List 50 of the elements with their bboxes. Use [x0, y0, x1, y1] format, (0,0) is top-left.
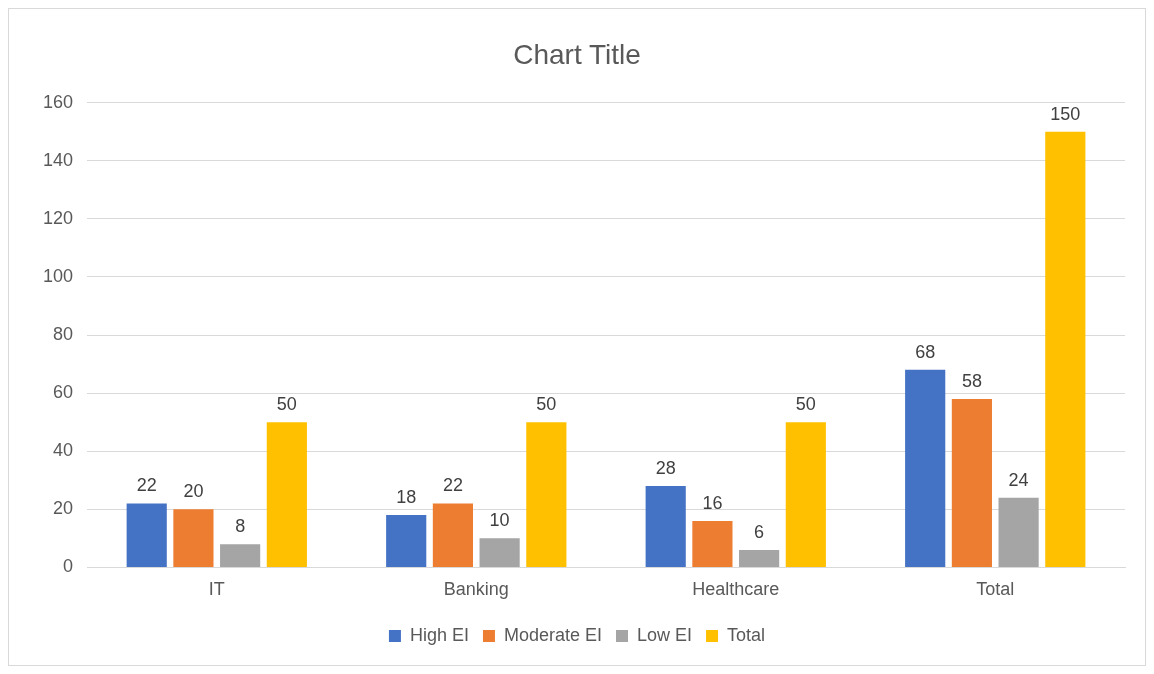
- x-tick-label: Banking: [443, 579, 509, 600]
- chart-title: Chart Title: [513, 38, 641, 70]
- data-label: 150: [1050, 103, 1081, 124]
- bar: [526, 422, 567, 567]
- bar: [1045, 131, 1086, 567]
- data-label: 24: [1008, 469, 1029, 490]
- data-label: 28: [655, 458, 676, 479]
- data-label: 6: [754, 521, 765, 542]
- bar: [645, 486, 686, 567]
- data-label: 18: [396, 487, 417, 508]
- data-label: 50: [795, 394, 816, 415]
- data-label: 10: [489, 510, 510, 531]
- data-label: 58: [961, 370, 982, 391]
- data-label: 22: [136, 475, 157, 496]
- bar: [692, 520, 733, 567]
- bar: [479, 538, 520, 567]
- y-tick-label: 0: [63, 556, 74, 577]
- data-label: 22: [442, 475, 463, 496]
- bar: [220, 544, 261, 567]
- bar: [739, 549, 780, 567]
- legend-label: Moderate EI: [503, 624, 603, 645]
- data-label: 16: [702, 492, 723, 513]
- y-tick-label: 20: [53, 498, 74, 519]
- bar: [998, 497, 1039, 567]
- bar: [432, 503, 473, 567]
- x-tick-label: Total: [976, 579, 1015, 600]
- legend-label: Total: [727, 624, 766, 645]
- bar: [386, 515, 427, 567]
- y-tick-label: 140: [42, 149, 74, 170]
- y-tick-label: 100: [42, 265, 74, 286]
- y-tick-label: 60: [53, 382, 74, 403]
- data-label: 20: [183, 481, 204, 502]
- bar: [905, 369, 946, 567]
- y-tick-label: 40: [53, 440, 74, 461]
- y-tick-label: 120: [42, 207, 74, 228]
- data-label: 68: [915, 341, 936, 362]
- data-label: 8: [235, 516, 246, 537]
- data-label: 50: [276, 394, 297, 415]
- bar: [266, 422, 307, 567]
- legend-label: Low EI: [637, 624, 693, 645]
- x-tick-label: IT: [208, 579, 225, 600]
- legend-label: High EI: [409, 624, 469, 645]
- bar: [951, 398, 992, 567]
- x-tick-label: Healthcare: [692, 579, 780, 600]
- bar: [785, 422, 826, 567]
- data-label: 50: [536, 394, 557, 415]
- y-tick-label: 160: [42, 91, 74, 112]
- y-tick-label: 80: [53, 323, 74, 344]
- bar: [126, 503, 167, 567]
- bar: [173, 509, 214, 567]
